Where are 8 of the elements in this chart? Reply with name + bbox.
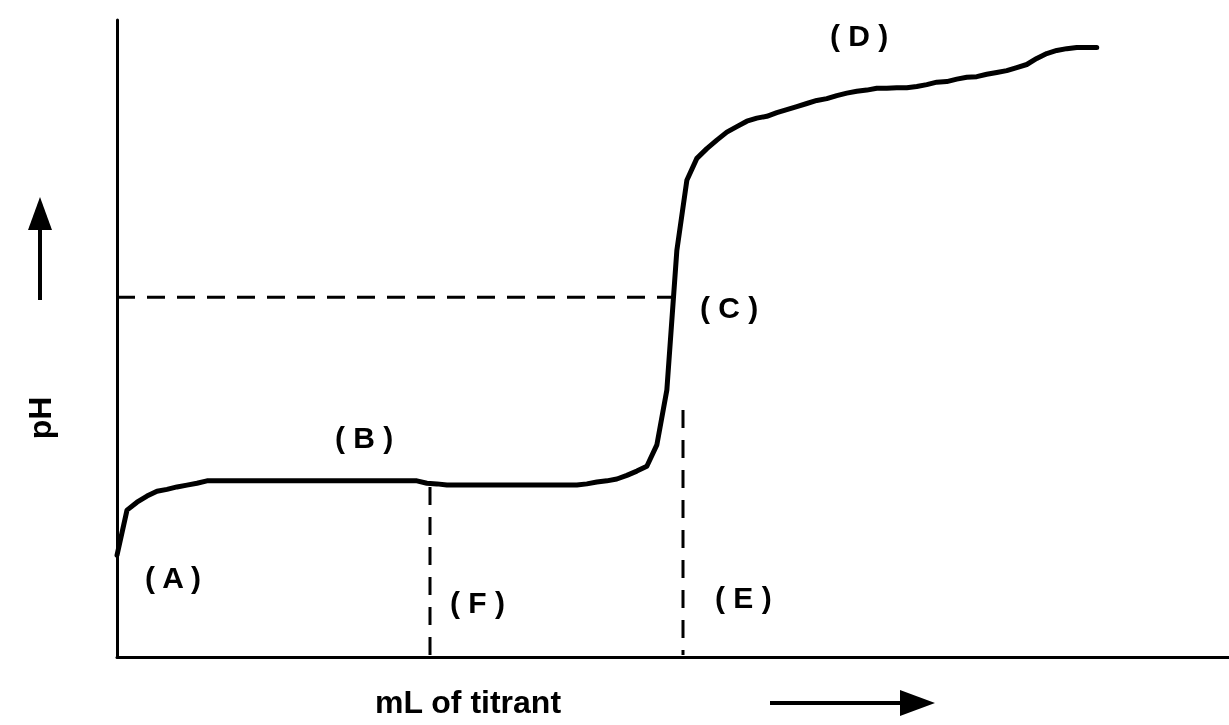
annotation: ( B ) <box>335 420 394 454</box>
annotation: ( E ) <box>715 580 772 614</box>
y-axis-title: pH <box>22 396 58 440</box>
annotation: ( F ) <box>450 585 505 619</box>
annotation: ( D ) <box>830 18 889 52</box>
annotation: ( C ) <box>700 290 759 324</box>
annotation: ( A ) <box>145 560 202 594</box>
x-axis-title: mL of titrant <box>375 684 562 720</box>
